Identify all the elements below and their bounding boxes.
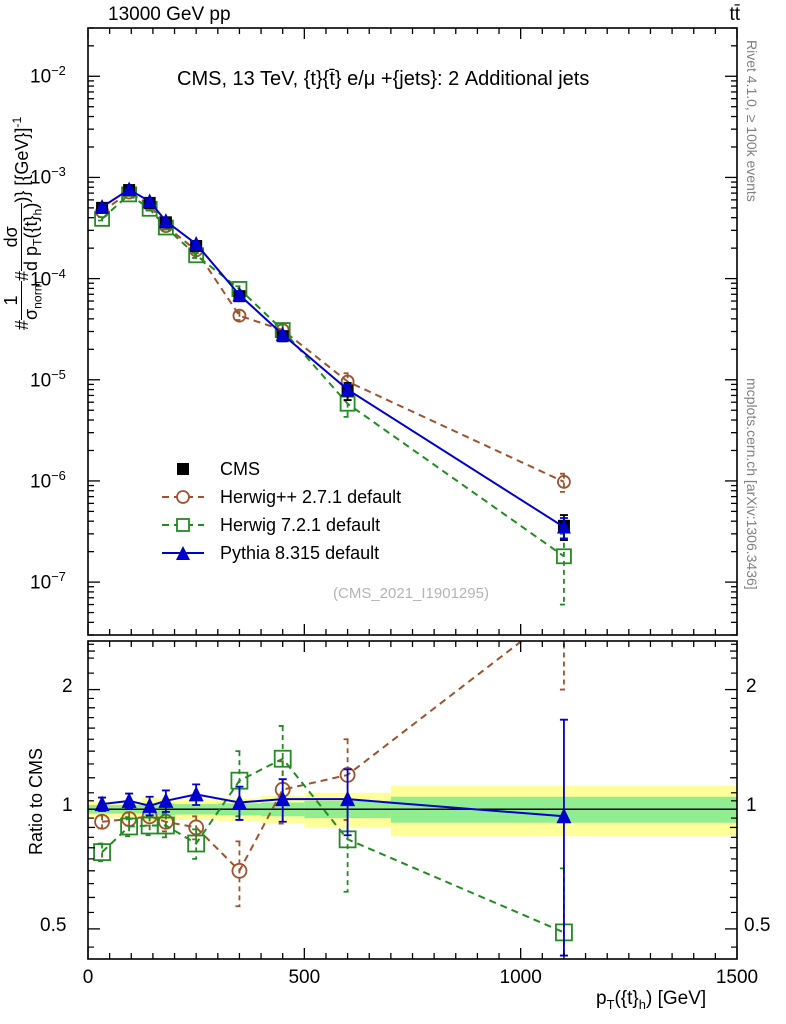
error-bar <box>235 310 244 321</box>
data-marker <box>232 308 247 323</box>
legend-marker-glyph <box>176 518 190 532</box>
main-ytick-label: 10−3 <box>30 164 66 189</box>
ratio-ytick-label-left: 2 <box>62 675 73 697</box>
data-marker <box>187 834 206 853</box>
legend-label: Herwig++ 2.7.1 default <box>220 486 402 507</box>
series-pythia-ratio <box>94 718 572 957</box>
data-marker <box>94 813 110 830</box>
data-marker <box>158 213 173 228</box>
main-ytick-label: 10−4 <box>30 265 66 290</box>
series-herwigpp-main <box>95 185 571 493</box>
data-marker <box>556 807 572 824</box>
error-bar <box>235 840 244 908</box>
analysis-watermark: (CMS_2021_I1901295) <box>333 585 489 602</box>
series-line <box>101 191 565 483</box>
data-marker <box>557 601 571 615</box>
series-herwig7-ratio <box>93 725 573 957</box>
data-marker <box>93 843 111 862</box>
beam-label: 13000 GeV pp <box>108 4 231 25</box>
legend-marker-glyph <box>177 463 189 475</box>
error-bar <box>192 251 201 259</box>
legend-item[interactable]: Herwig 7.2.1 default <box>160 511 401 539</box>
main-ytick-label: 10−6 <box>30 467 66 493</box>
legend-marker-square-open <box>162 518 204 532</box>
data-marker <box>94 795 110 812</box>
data-marker <box>340 381 355 397</box>
error-bar <box>559 641 568 691</box>
data-marker <box>231 793 247 810</box>
legend-label: CMS <box>220 458 260 479</box>
xaxis-label: pT({t}h) [GeV] <box>596 988 706 1012</box>
legend-label: Pythia 8.315 default <box>220 542 380 563</box>
legend-marker-square-filled <box>177 463 189 475</box>
data-marker <box>188 819 205 836</box>
xtick-label: 500 <box>288 967 321 988</box>
data-marker <box>121 792 137 808</box>
xlabel-sub-h: h <box>638 996 646 1012</box>
ratio-ytick-label-right: 1 <box>746 795 757 817</box>
error-bar <box>98 216 107 222</box>
data-marker <box>122 181 137 196</box>
data-marker <box>275 790 291 807</box>
data-marker <box>231 862 248 879</box>
xtick-label: 1500 <box>715 967 759 988</box>
data-marker <box>273 749 292 768</box>
xlabel-p: p <box>596 988 607 1009</box>
ratio-ytick-label-right: 0.5 <box>744 914 771 936</box>
data-marker <box>189 235 204 251</box>
error-bar <box>559 718 568 957</box>
legend-item[interactable]: Herwig++ 2.7.1 default <box>160 483 401 511</box>
legend-marker-triangle-filled <box>162 546 204 560</box>
data-marker <box>556 519 571 534</box>
ratio-ytick-label-left: 1 <box>62 795 73 817</box>
ratio-ytick-label-left: 0.5 <box>40 914 67 936</box>
legend-marker-glyph <box>176 546 190 560</box>
series-herwigpp-ratio <box>94 601 571 908</box>
data-marker <box>188 785 204 802</box>
data-marker <box>275 326 290 342</box>
error-bar <box>559 532 568 606</box>
legend-marker-glyph <box>176 490 190 504</box>
legend-item[interactable]: CMS <box>160 455 401 483</box>
data-marker <box>556 548 572 565</box>
process-label: tt̄ <box>729 4 740 25</box>
ratio-ytick-label-right: 2 <box>746 675 757 697</box>
legend: CMS Herwig++ 2.7.1 default Herwig 7.2.1 de… <box>160 455 401 567</box>
series-line <box>101 641 524 873</box>
data-marker <box>95 199 110 214</box>
error-bar <box>125 816 134 838</box>
main-title: CMS, 13 TeV, {t}{t̄} e/μ +{jets}: 2 Addi… <box>177 68 590 90</box>
xtick-label: 0 <box>82 967 94 988</box>
data-marker <box>340 790 356 807</box>
legend-label: Herwig 7.2.1 default <box>220 514 381 535</box>
data-marker <box>142 797 158 813</box>
xlabel-tail: ) [GeV] <box>645 988 707 1009</box>
data-marker <box>232 286 247 302</box>
xtick-label: 1000 <box>499 967 542 988</box>
legend-item[interactable]: Pythia 8.315 default <box>160 539 401 567</box>
data-marker <box>142 193 157 208</box>
series-line <box>101 757 565 934</box>
main-ytick-label: 10−2 <box>30 63 66 88</box>
error-bar <box>192 828 201 860</box>
data-marker <box>557 474 571 489</box>
data-marker <box>120 817 139 836</box>
xlabel-mid: ({t} <box>614 988 639 1009</box>
error-bar <box>98 842 107 863</box>
main-ytick-label: 10−7 <box>30 569 66 594</box>
legend-marker-circle-open <box>162 490 204 504</box>
legend-items: CMS Herwig++ 2.7.1 default Herwig 7.2.1 de… <box>160 455 401 567</box>
xlabel-sub-T: T <box>606 996 615 1012</box>
main-ytick-label: 10−5 <box>30 366 66 392</box>
data-marker <box>156 816 175 835</box>
data-marker <box>158 792 174 808</box>
series-pythia-main <box>95 181 571 540</box>
